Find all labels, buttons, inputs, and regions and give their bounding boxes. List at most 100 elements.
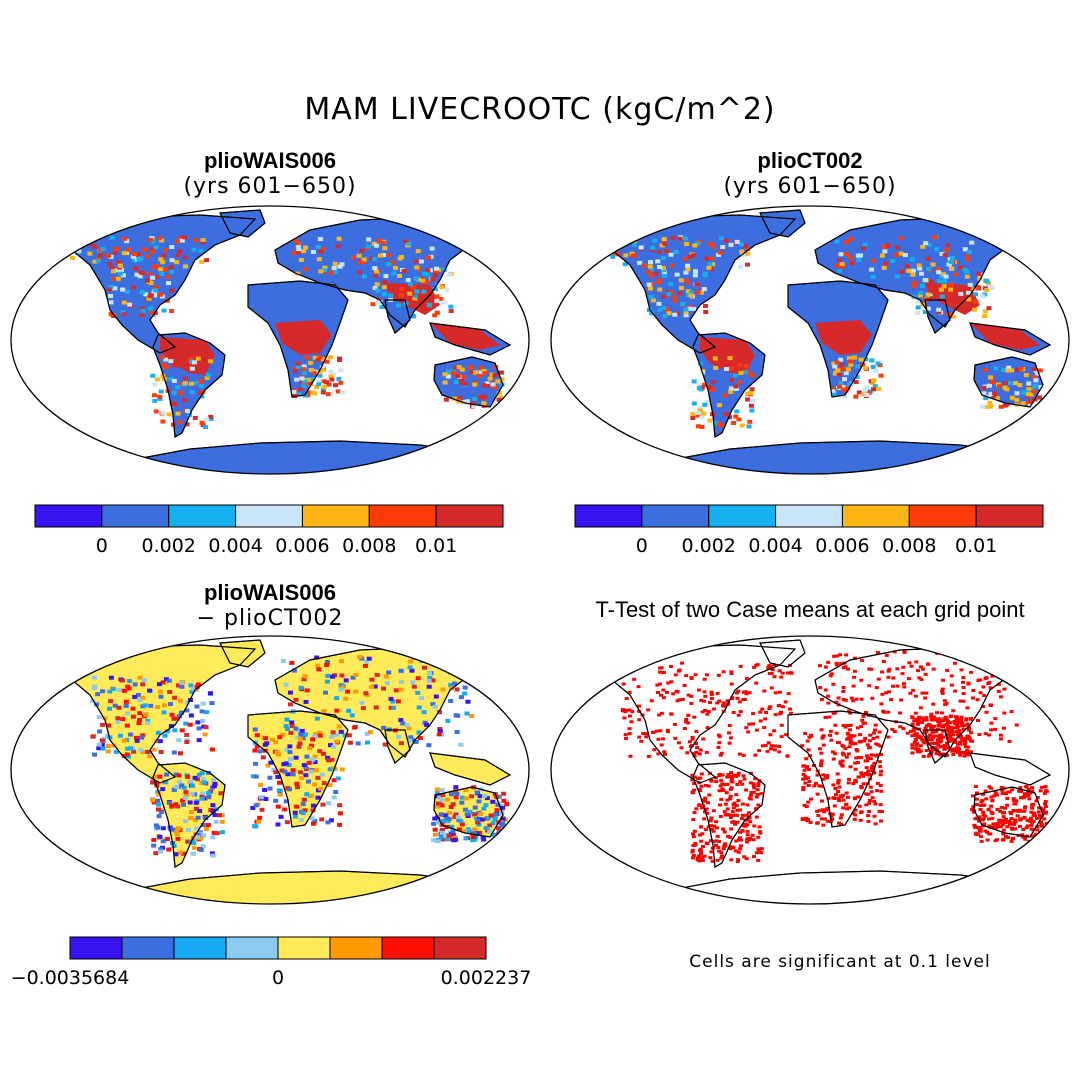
grid-cell — [689, 290, 695, 295]
significant-cell — [1015, 814, 1020, 818]
grid-cell — [442, 372, 448, 377]
grid-cell — [298, 685, 304, 690]
grid-cell — [331, 778, 337, 783]
significant-cell — [703, 828, 708, 832]
significant-cell — [986, 682, 991, 686]
grid-cell — [967, 282, 973, 287]
grid-cell — [411, 300, 417, 305]
significant-cell — [957, 740, 962, 744]
significant-cell — [725, 775, 730, 779]
grid-cell — [158, 292, 164, 297]
significant-cell — [777, 745, 782, 749]
grid-cell — [438, 835, 444, 840]
significant-cell — [951, 726, 956, 730]
significant-cell — [691, 817, 696, 821]
significant-cell — [772, 663, 777, 667]
grid-cell — [258, 782, 264, 787]
grid-cell — [492, 373, 498, 378]
grid-cell — [202, 424, 208, 429]
grid-cell — [982, 309, 988, 314]
significant-cell — [835, 772, 840, 776]
grid-cell — [664, 249, 670, 254]
significant-cell — [691, 832, 696, 836]
significant-cell — [828, 733, 833, 737]
significant-cell — [735, 808, 740, 812]
grid-cell — [112, 286, 118, 291]
significant-cell — [725, 782, 730, 786]
significant-cell — [853, 767, 858, 771]
significant-cell — [734, 691, 739, 695]
grid-cell — [200, 237, 206, 242]
significant-cell — [868, 757, 873, 761]
panel2-title: plioCT002 — [757, 148, 863, 173]
grid-cell — [218, 791, 224, 796]
significant-cell — [949, 650, 954, 654]
grid-cell — [204, 710, 210, 715]
grid-cell — [836, 268, 842, 273]
grid-cell — [839, 261, 845, 266]
grid-cell — [707, 261, 713, 266]
grid-cell — [136, 721, 142, 726]
grid-cell — [369, 677, 375, 682]
grid-cell — [719, 423, 725, 428]
grid-cell — [321, 384, 327, 389]
significant-cell — [1010, 666, 1015, 670]
significant-cell — [901, 727, 906, 731]
grid-cell — [452, 835, 458, 840]
grid-cell — [383, 674, 389, 679]
significant-cell — [958, 753, 963, 757]
grid-cell — [396, 734, 402, 739]
grid-cell — [453, 658, 459, 663]
grid-cell — [100, 722, 106, 727]
significant-cell — [817, 784, 822, 788]
colorbar-label: 0.008 — [342, 535, 396, 557]
grid-cell — [303, 699, 309, 704]
grid-cell — [206, 790, 212, 795]
grid-cell — [462, 381, 468, 386]
grid-cell — [317, 730, 323, 735]
significant-cell — [886, 735, 891, 739]
grid-cell — [406, 726, 412, 731]
significant-cell — [756, 784, 761, 788]
significant-cell — [954, 719, 959, 723]
significant-cell — [1005, 835, 1010, 839]
grid-cell — [167, 800, 173, 805]
grid-cell — [966, 249, 972, 254]
significant-cell — [873, 802, 878, 806]
grid-cell — [120, 273, 126, 278]
grid-cell — [463, 807, 469, 812]
grid-cell — [184, 739, 190, 744]
grid-cell — [177, 751, 183, 756]
grid-cell — [324, 660, 330, 665]
grid-cell — [923, 241, 929, 246]
significant-cell — [754, 851, 759, 855]
grid-cell — [338, 729, 344, 734]
grid-cell — [212, 781, 218, 786]
grid-cell — [321, 781, 327, 786]
grid-cell — [936, 270, 942, 275]
significant-cell — [989, 786, 994, 790]
significant-cell — [989, 810, 994, 814]
significant-cell — [838, 760, 843, 764]
grid-cell — [458, 742, 464, 747]
grid-cell — [337, 811, 343, 816]
significant-cell — [898, 698, 903, 702]
grid-cell — [156, 814, 162, 819]
significant-cell — [836, 796, 841, 800]
grid-cell — [417, 294, 423, 299]
grid-cell — [458, 378, 464, 383]
grid-cell — [294, 804, 300, 809]
grid-cell — [303, 382, 309, 387]
grid-cell — [986, 281, 992, 286]
grid-cell — [929, 279, 935, 284]
grid-cell — [427, 671, 433, 676]
grid-cell — [174, 716, 180, 721]
significant-cell — [739, 817, 744, 821]
grid-cell — [312, 754, 318, 759]
grid-cell — [273, 770, 279, 775]
grid-cell — [287, 690, 293, 695]
grid-cell — [965, 254, 971, 259]
significant-cell — [1038, 836, 1043, 840]
significant-cell — [877, 760, 882, 764]
grid-cell — [330, 373, 336, 378]
